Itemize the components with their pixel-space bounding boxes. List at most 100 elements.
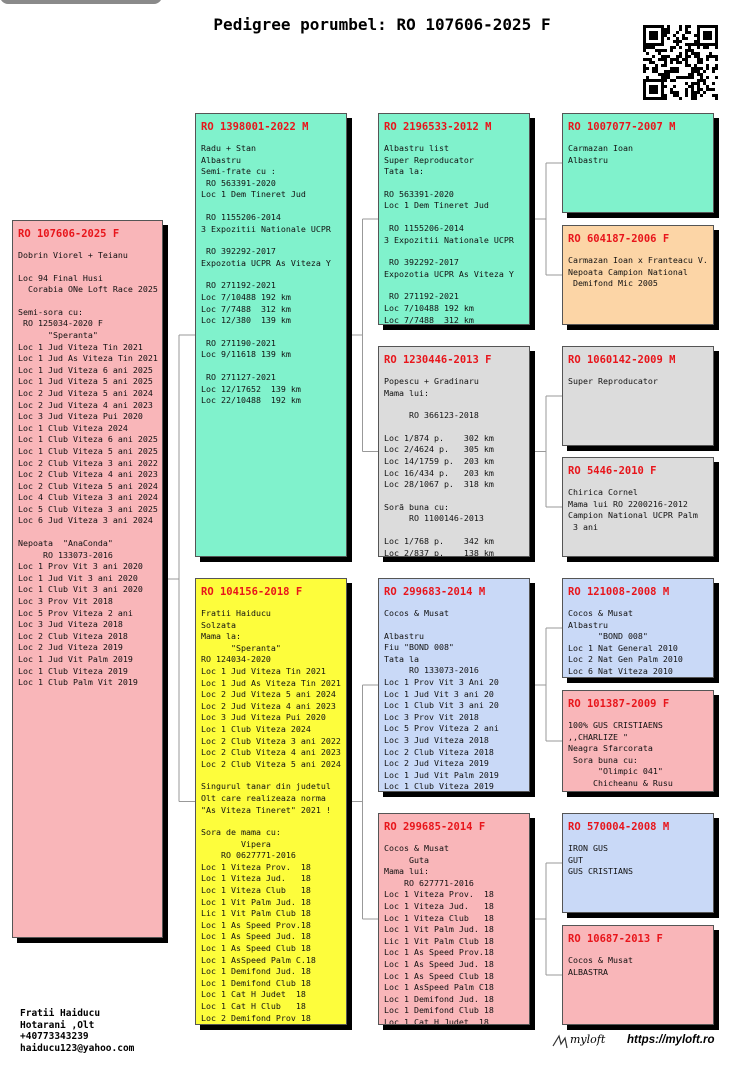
qr-module: [679, 55, 682, 58]
qr-module: [691, 52, 694, 55]
qr-module: [676, 43, 679, 46]
owner-info: Fratii Haiducu Hotarani ,Olt +40773343239 h…: [20, 1008, 134, 1054]
text-block: Loc 1/768 p. 342 km Loc 2/837 p. 138 km: [384, 536, 524, 557]
qr-module: [664, 85, 667, 88]
qr-module: [706, 85, 709, 88]
qr-module: [646, 76, 649, 79]
qr-module: [652, 55, 655, 58]
qr-module: [709, 34, 712, 37]
qr-module: [697, 37, 700, 40]
qr-module: [667, 28, 670, 31]
text-block: Semi-sora cu: RO 125034-2020 F "Speranta…: [18, 306, 158, 527]
owner-line: haiducu123@yahoo.com: [20, 1042, 135, 1054]
text-line: Loc 2 Nat Gen Palm 2010: [568, 654, 683, 665]
qr-module: [700, 25, 703, 28]
qr-module: [685, 55, 688, 58]
text-block: Carmazan Ioan x Franteacu V. Nepoata Camp…: [568, 255, 708, 290]
qr-module: [661, 55, 664, 58]
text-line: Loc 1 Viteza Club 18: [384, 912, 494, 923]
text-line: Loc 16/434 p. 203 km: [384, 467, 494, 478]
qr-module: [697, 91, 700, 94]
qr-module: [682, 76, 685, 79]
qr-module: [685, 52, 688, 55]
qr-module: [685, 58, 688, 61]
qr-module: [682, 37, 685, 40]
qr-module: [643, 58, 646, 61]
qr-module: [715, 34, 718, 37]
text-line: Semi-sora cu:: [18, 306, 83, 317]
qr-module: [655, 67, 658, 70]
qr-module: [691, 67, 694, 70]
ring-number: RO 101387-2009 F: [568, 698, 670, 710]
qr-module: [703, 37, 706, 40]
qr-module: [709, 88, 712, 91]
qr-module: [664, 55, 667, 58]
text-line: Loc 1 Viteza Jud. 18: [201, 873, 311, 884]
qr-module: [685, 25, 688, 28]
qr-module: [661, 82, 664, 85]
text-line: Fratii Haiducu: [201, 608, 271, 618]
ring-number: RO 1398001-2022 M: [201, 121, 309, 133]
text-block: RO 392292-2017 Expozotia UCPR As Viteza Y: [201, 246, 341, 269]
qr-module: [661, 88, 664, 91]
text-line: Mama lui:: [384, 866, 429, 877]
text-line: Loc 2/4624 p. 305 km: [384, 444, 494, 455]
text-block: Albastru list Super Reproducator Tata la:: [384, 143, 524, 178]
qr-module: [646, 79, 649, 82]
qr-module: [694, 40, 697, 43]
qr-module: [643, 46, 646, 49]
text-line: Loc 2 Jud Viteza 4 ani 2023: [18, 399, 153, 410]
pedigree-card: RO 5446-2010 F Chirica Cornel Mama lui RO …: [562, 457, 714, 557]
qr-module: [655, 37, 658, 40]
ring-number: RO 570004-2008 M: [568, 821, 670, 833]
text-block: RO 1155206-2014 3 Expozitii Nationale UCP…: [201, 212, 341, 235]
qr-module: [670, 88, 673, 91]
text-line: Loc 28/1067 p. 318 km: [384, 479, 494, 490]
ring-number: RO 10687-2013 F: [568, 933, 663, 945]
qr-module: [709, 43, 712, 46]
text-line: Neagra Sfarcorata: [568, 743, 653, 754]
text-block: Super Reproducator: [568, 376, 708, 388]
text-line: Loc 1 Viteza Prov. 18: [201, 861, 311, 872]
text-line: Loc 1 Club Viteza 2024: [201, 723, 311, 734]
qr-module: [679, 46, 682, 49]
text-line: "Olimpic 041": [568, 766, 663, 777]
text-line: Expozotia UCPR As Viteza Y: [384, 268, 514, 279]
qr-module: [652, 46, 655, 49]
qr-module: [694, 43, 697, 46]
text-line: GUT: [568, 854, 583, 865]
text-block: Cocos & Musat Albastru "BOND 008" Loc 1 Na…: [568, 608, 708, 677]
text-line: Carmazan Ioan x Franteacu V.: [568, 255, 708, 265]
qr-module: [676, 31, 679, 34]
qr-module: [664, 73, 667, 76]
qr-module: [658, 49, 661, 52]
text-line: Carmazan Ioan: [568, 143, 633, 153]
text-line: Loc 14/1759 p. 203 km: [384, 455, 494, 466]
qr-module: [685, 94, 688, 97]
text-block: Sora de mama cu: Vipera RO 0627771-2016 L…: [201, 827, 341, 1024]
qr-module: [685, 31, 688, 34]
qr-module: [655, 49, 658, 52]
ring-number: RO 5446-2010 F: [568, 465, 657, 477]
qr-module: [697, 34, 700, 37]
qr-module: [655, 34, 658, 37]
text-line: RO 133073-2016: [384, 665, 479, 676]
qr-module: [709, 52, 712, 55]
qr-module: [709, 55, 712, 58]
qr-module: [694, 97, 697, 100]
text-line: Loc 1/874 p. 302 km: [384, 432, 494, 443]
url[interactable]: https://myloft.ro: [627, 1034, 715, 1046]
text-line: Loc 2/837 p. 138 km: [384, 547, 494, 557]
qr-module: [664, 76, 667, 79]
text-line: "BOND 008": [568, 631, 648, 642]
text-line: Albastru: [201, 154, 241, 165]
text-line: RO 392292-2017: [384, 257, 459, 268]
qr-module: [643, 28, 646, 31]
text-line: Loc 1 AsSpeed Palm C18: [384, 982, 494, 993]
qr-module: [655, 91, 658, 94]
text-line: Lic 1 Vit Palm Club 18: [384, 935, 494, 946]
qr-module: [658, 52, 661, 55]
qr-module: [652, 31, 655, 34]
text-line: RO 124034-2020: [201, 654, 271, 665]
qr-module: [655, 70, 658, 73]
